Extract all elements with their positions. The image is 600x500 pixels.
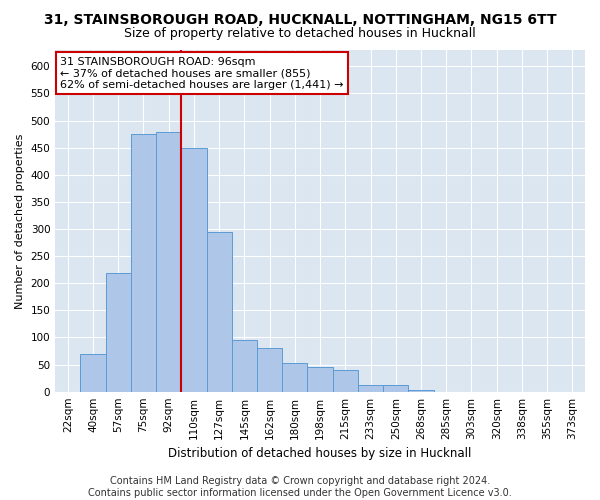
Bar [206,232,232,392]
Bar [383,385,409,392]
Bar [106,274,131,392]
Bar [332,370,358,392]
Text: 31, STAINSBOROUGH ROAD, HUCKNALL, NOTTINGHAM, NG15 6TT: 31, STAINSBOROUGH ROAD, HUCKNALL, NOTTIN… [44,12,556,26]
Y-axis label: Number of detached properties: Number of detached properties [15,133,25,308]
Bar [358,385,383,392]
Bar [307,366,332,392]
Bar [131,134,156,392]
Bar [181,148,206,392]
Bar [257,348,282,392]
X-axis label: Distribution of detached houses by size in Hucknall: Distribution of detached houses by size … [169,447,472,460]
Bar [409,390,434,392]
Text: 31 STAINSBOROUGH ROAD: 96sqm
← 37% of detached houses are smaller (855)
62% of s: 31 STAINSBOROUGH ROAD: 96sqm ← 37% of de… [61,57,344,90]
Bar [282,363,307,392]
Text: Contains HM Land Registry data © Crown copyright and database right 2024.
Contai: Contains HM Land Registry data © Crown c… [88,476,512,498]
Bar [156,132,181,392]
Bar [80,354,106,392]
Text: Size of property relative to detached houses in Hucknall: Size of property relative to detached ho… [124,28,476,40]
Bar [232,340,257,392]
